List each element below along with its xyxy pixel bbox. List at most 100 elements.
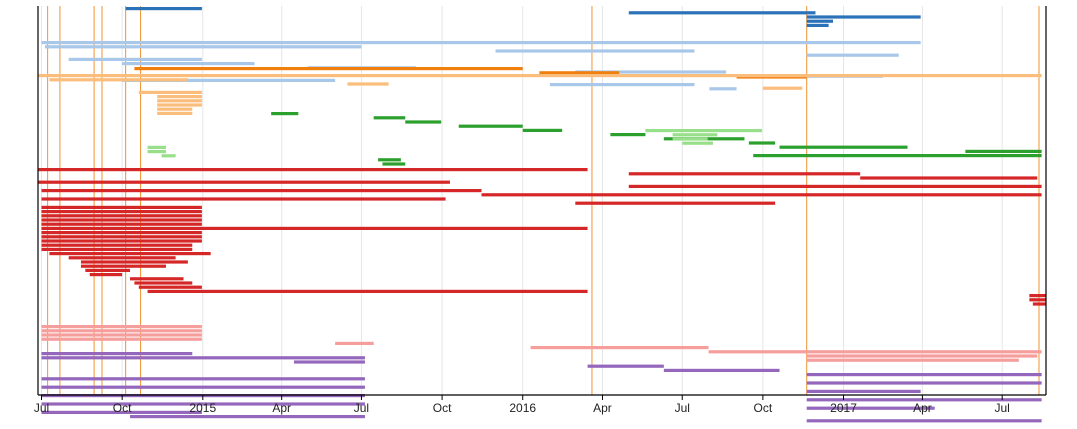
task-bar <box>682 141 713 145</box>
task-bar <box>495 49 695 53</box>
x-tick-label: Jul <box>354 401 369 415</box>
task-bar <box>405 120 442 124</box>
task-bar <box>806 389 921 393</box>
task-bar <box>806 381 1042 385</box>
task-bar <box>41 377 365 381</box>
task-bar <box>41 214 202 218</box>
x-tick-label: Apr <box>593 401 612 415</box>
task-bar <box>157 95 202 99</box>
x-tick-label: Jul <box>995 401 1010 415</box>
task-bar <box>41 226 588 230</box>
task-bar <box>806 398 1042 402</box>
task-bar <box>41 385 365 389</box>
task-bar <box>708 350 1042 354</box>
x-tick-label: Jul <box>34 401 49 415</box>
task-bar <box>806 19 834 23</box>
task-bar <box>138 285 202 289</box>
task-bar <box>41 352 193 356</box>
task-bar <box>125 7 202 11</box>
task-bar <box>41 402 365 406</box>
x-tick-label: 2017 <box>830 401 857 415</box>
task-bar <box>38 74 1042 78</box>
task-bar <box>41 197 446 201</box>
task-bar <box>860 176 1038 180</box>
task-bar <box>347 82 389 86</box>
x-tick-label: Oct <box>754 401 773 415</box>
task-bar <box>80 260 188 264</box>
task-bar <box>147 145 166 149</box>
task-bar <box>672 133 718 137</box>
task-bar <box>753 154 1042 158</box>
x-tick-label: Oct <box>433 401 452 415</box>
task-bar <box>271 112 299 116</box>
x-axis: Jul Oct 2015 Apr Jul Oct 2016 Apr Jul Oct 2017 Apr J… <box>34 6 1047 415</box>
task-bar <box>68 57 202 61</box>
task-bar <box>628 11 816 15</box>
task-bar <box>80 264 166 268</box>
task-bars <box>38 7 1046 423</box>
task-bar <box>335 341 374 345</box>
task-bar <box>161 154 176 158</box>
task-bar <box>587 364 664 368</box>
task-bar <box>68 256 176 260</box>
task-bar <box>481 193 1042 197</box>
task-bar <box>41 333 202 337</box>
task-bar <box>38 168 588 172</box>
task-bar <box>157 111 193 115</box>
task-bar <box>147 150 166 154</box>
task-bar <box>130 277 184 281</box>
task-bar <box>41 210 202 214</box>
task-bar <box>134 281 193 285</box>
task-bar <box>89 273 123 277</box>
task-bar <box>539 71 620 75</box>
task-bar <box>41 41 921 45</box>
task-bar <box>382 162 406 166</box>
task-bar <box>549 83 695 87</box>
task-bar <box>806 358 1019 362</box>
task-bar <box>45 45 362 49</box>
task-bar <box>628 172 861 176</box>
task-bar <box>748 141 776 145</box>
task-bar <box>41 239 202 243</box>
x-tick-label: Oct <box>113 401 132 415</box>
task-bar <box>147 289 588 293</box>
task-bar <box>41 410 202 414</box>
x-tick-label: Apr <box>913 401 932 415</box>
task-bar <box>530 346 709 350</box>
task-bar <box>157 99 202 103</box>
task-bar <box>138 90 202 94</box>
task-bar <box>1032 302 1046 306</box>
task-bar <box>134 67 523 71</box>
task-bar <box>965 149 1042 153</box>
task-bar <box>645 129 763 133</box>
x-tick-label: 2016 <box>509 401 536 415</box>
task-bar <box>806 419 1042 423</box>
task-bar <box>373 116 406 120</box>
task-bar <box>806 373 1042 377</box>
task-bar <box>293 360 365 364</box>
task-bar <box>806 23 829 27</box>
task-bar <box>378 158 401 162</box>
task-bar <box>41 189 482 193</box>
task-bar <box>41 247 193 251</box>
x-tick-label: Jul <box>675 401 690 415</box>
task-bar <box>41 325 202 329</box>
task-bar <box>49 78 188 82</box>
task-bar <box>41 205 202 209</box>
task-bar <box>1029 298 1046 302</box>
task-bar <box>806 354 1038 358</box>
task-bar <box>806 53 899 57</box>
task-bar <box>41 218 202 222</box>
task-bar <box>672 137 708 141</box>
task-bar <box>122 62 255 66</box>
task-bar <box>41 356 365 360</box>
task-bar <box>157 107 193 111</box>
task-bar <box>41 329 202 333</box>
task-bar <box>458 124 523 128</box>
task-bar <box>38 180 450 184</box>
task-bar <box>130 415 365 419</box>
task-bar <box>806 15 921 19</box>
task-bar <box>575 201 776 205</box>
task-bar <box>41 337 202 341</box>
